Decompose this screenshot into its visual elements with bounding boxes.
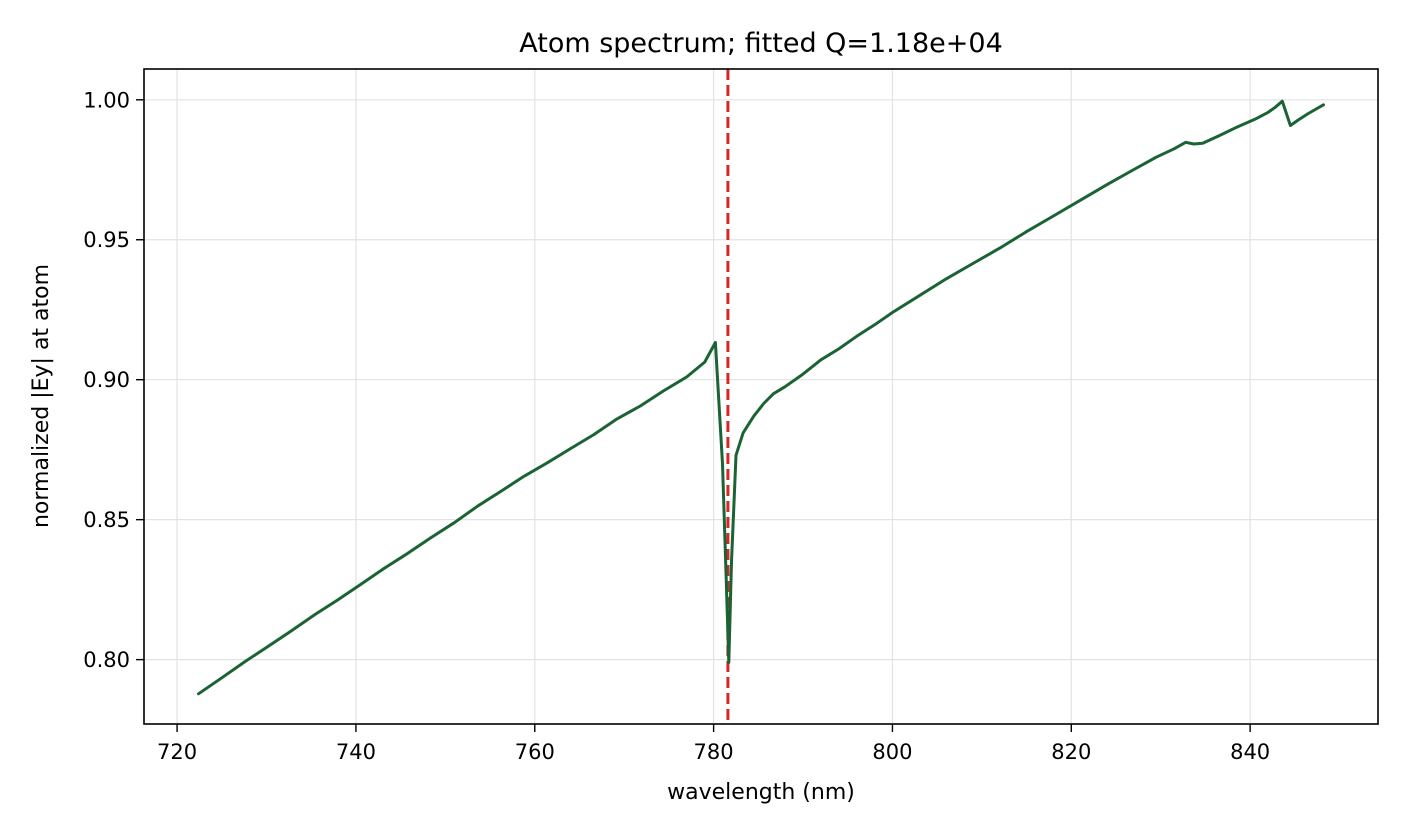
chart-title: Atom spectrum; fitted Q=1.18e+04 bbox=[519, 28, 1003, 59]
y-tick-label: 0.90 bbox=[83, 368, 130, 392]
x-tick-label: 760 bbox=[515, 740, 555, 764]
y-axis-ticks: 0.80 0.85 0.90 0.95 1.00 bbox=[83, 88, 144, 672]
x-axis-label: wavelength (nm) bbox=[667, 780, 855, 805]
x-tick-label: 740 bbox=[336, 740, 376, 764]
spectrum-line bbox=[197, 99, 1325, 696]
x-tick-label: 720 bbox=[157, 740, 197, 764]
series-layer bbox=[197, 99, 1325, 696]
y-tick-label: 0.85 bbox=[83, 508, 130, 532]
y-tick-label: 0.80 bbox=[83, 648, 130, 672]
x-tick-label: 780 bbox=[694, 740, 734, 764]
x-tick-label: 820 bbox=[1051, 740, 1091, 764]
y-axis-label: normalized |Ey| at atom bbox=[29, 264, 54, 528]
x-tick-label: 800 bbox=[872, 740, 912, 764]
y-tick-label: 0.95 bbox=[83, 228, 130, 252]
x-axis-ticks: 720 740 760 780 800 820 840 bbox=[157, 724, 1270, 764]
grid bbox=[144, 69, 1378, 724]
plot-frame bbox=[143, 68, 1379, 725]
x-tick-label: 840 bbox=[1230, 740, 1270, 764]
y-tick-label: 1.00 bbox=[83, 88, 130, 112]
